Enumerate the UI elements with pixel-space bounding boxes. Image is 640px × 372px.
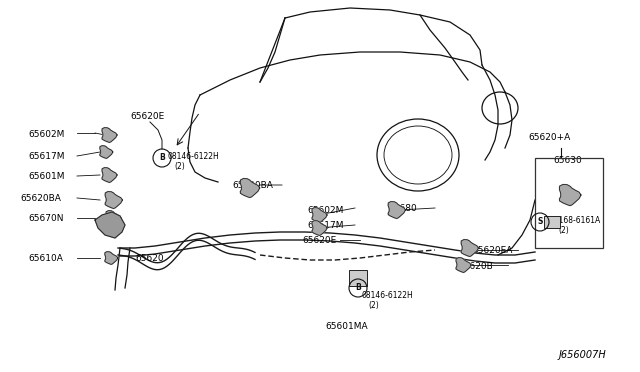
Text: 08168-6161A: 08168-6161A [550,216,601,225]
Text: 65602M: 65602M [307,206,344,215]
Polygon shape [240,179,260,198]
Text: 65620BA: 65620BA [20,194,61,203]
Text: J656007H: J656007H [558,350,606,360]
Text: 65620E: 65620E [302,236,336,245]
Text: 65617M: 65617M [307,221,344,230]
Text: S: S [538,218,543,227]
Text: 65602M: 65602M [28,130,65,139]
Polygon shape [456,258,471,272]
Text: 65610A: 65610A [28,254,63,263]
Polygon shape [461,240,479,256]
Polygon shape [102,128,117,142]
Text: 08146-6122H: 08146-6122H [362,291,413,300]
Text: 65620EA: 65620EA [472,246,513,255]
Text: 65670N: 65670N [28,214,63,223]
Polygon shape [105,192,122,208]
Polygon shape [100,146,113,158]
Polygon shape [105,252,118,264]
Polygon shape [388,202,405,218]
Polygon shape [312,208,327,222]
FancyBboxPatch shape [544,216,560,228]
Text: B: B [159,154,165,163]
Text: 65620BA: 65620BA [232,181,273,190]
Text: 65620+A: 65620+A [528,133,570,142]
Text: 65601M: 65601M [28,172,65,181]
Text: 65617M: 65617M [28,152,65,161]
Text: 65680: 65680 [388,204,417,213]
Polygon shape [102,168,117,182]
Text: 65620E: 65620E [130,112,164,121]
Text: 65620B: 65620B [458,262,493,271]
Text: (2): (2) [368,301,379,310]
Text: 65601MA: 65601MA [325,322,367,331]
Text: B: B [355,283,361,292]
Polygon shape [106,211,121,225]
FancyBboxPatch shape [349,270,367,286]
Polygon shape [95,212,125,238]
Text: 08146-6122H: 08146-6122H [168,152,220,161]
Text: (2): (2) [174,162,185,171]
Text: 65630: 65630 [553,156,582,165]
Text: (2): (2) [558,226,569,235]
Polygon shape [559,185,581,206]
Polygon shape [312,221,327,235]
Text: 65620: 65620 [135,254,164,263]
